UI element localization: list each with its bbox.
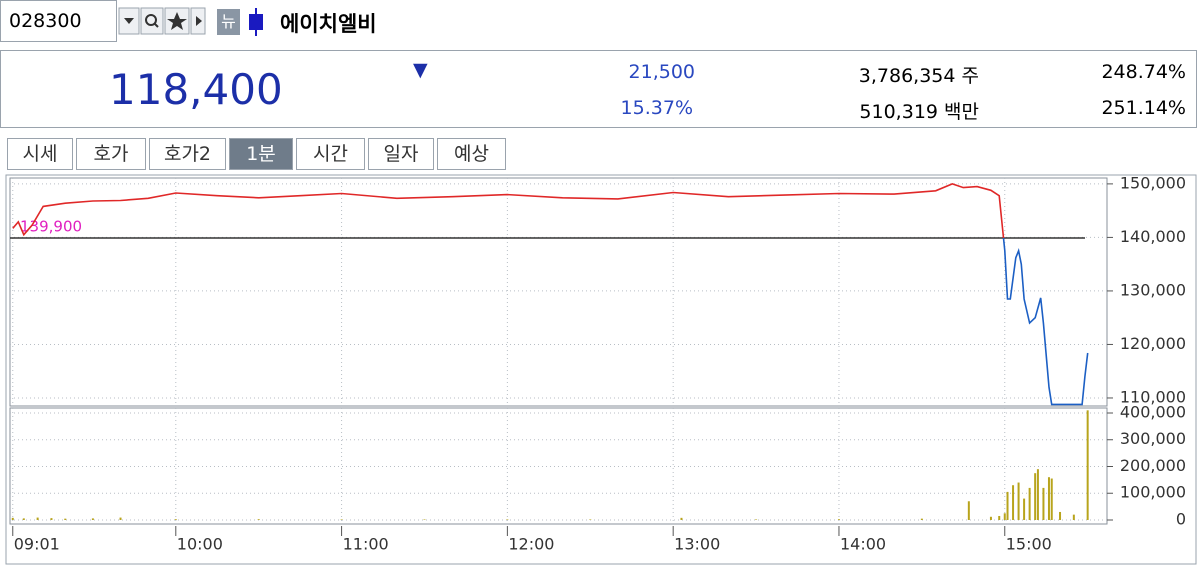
x-tick-label: 10:00 bbox=[177, 535, 223, 554]
reference-label: 139,900 bbox=[20, 217, 82, 235]
volume-bar bbox=[920, 518, 923, 520]
price-line bbox=[12, 183, 1089, 406]
volume-bar bbox=[22, 518, 25, 520]
y-tick-label: 400,000 bbox=[1120, 403, 1186, 422]
volume-bar bbox=[174, 519, 177, 520]
volume-bar bbox=[91, 518, 94, 520]
volume-bar bbox=[506, 519, 509, 520]
stock-code: 028300 bbox=[9, 10, 82, 32]
volume-bar bbox=[1006, 491, 1009, 520]
volume-bar bbox=[589, 519, 592, 520]
y-tick-label: 110,000 bbox=[1120, 387, 1186, 406]
volume-bar bbox=[1003, 513, 1006, 520]
quote-panel: 118,400 ▼ 21,500 15.37% 3,786,354 주 510,… bbox=[0, 50, 1197, 128]
change: 21,500 bbox=[628, 61, 695, 83]
y-tick-label: 120,000 bbox=[1120, 334, 1186, 353]
star-icon bbox=[167, 12, 187, 30]
price-panel bbox=[9, 177, 1108, 407]
amount: 510,319 백만 bbox=[859, 101, 979, 123]
search-icon bbox=[145, 14, 157, 26]
tab[interactable]: 일자 bbox=[368, 138, 434, 170]
volume-panel bbox=[9, 407, 1108, 525]
volume-bar bbox=[36, 517, 39, 520]
x-tick-label: 13:00 bbox=[674, 535, 720, 554]
volume-bar bbox=[11, 517, 14, 520]
direction-arrow: ▼ bbox=[413, 59, 428, 81]
chart-frame bbox=[5, 174, 1197, 565]
next-icon bbox=[196, 16, 202, 26]
volume-bar bbox=[755, 519, 758, 520]
news-badge[interactable]: 뉴 bbox=[217, 9, 240, 35]
volume-bar bbox=[1072, 514, 1075, 520]
tab[interactable]: 호가2 bbox=[149, 138, 226, 170]
y-tick-label: 100,000 bbox=[1120, 483, 1186, 502]
stock-name: 에이치엘비 bbox=[280, 12, 377, 36]
volume-bar bbox=[1042, 487, 1045, 520]
volume-bar bbox=[998, 515, 1001, 520]
volume-bar bbox=[257, 519, 260, 520]
volume-bar bbox=[119, 517, 122, 520]
y-tick-label: 200,000 bbox=[1120, 456, 1186, 475]
volume-bar bbox=[423, 519, 426, 520]
volume-bar bbox=[1028, 487, 1031, 520]
dropdown-icon bbox=[124, 18, 134, 24]
current-price: 118,400 bbox=[109, 65, 283, 114]
volume-bar bbox=[1050, 478, 1053, 520]
volume-bar bbox=[680, 517, 683, 520]
x-tick-label: 15:00 bbox=[1006, 535, 1052, 554]
volume-bar bbox=[1023, 498, 1026, 520]
turnover: 248.74% bbox=[1101, 61, 1186, 83]
x-tick-label: 09:01 bbox=[14, 535, 60, 554]
volume-bar bbox=[967, 501, 970, 520]
volume-bar bbox=[1017, 482, 1020, 520]
volume-bar bbox=[1047, 477, 1050, 520]
y-tick-label: 130,000 bbox=[1120, 280, 1186, 299]
volume-bar bbox=[1036, 469, 1039, 520]
tab[interactable]: 시간 bbox=[296, 138, 365, 170]
x-tick-label: 14:00 bbox=[840, 535, 886, 554]
volume-bar bbox=[340, 519, 343, 520]
tab[interactable]: 예상 bbox=[437, 138, 506, 170]
candle-body bbox=[249, 14, 263, 30]
volume-bar bbox=[50, 518, 53, 520]
tab[interactable]: 1분 bbox=[229, 138, 293, 170]
volume-bar bbox=[1086, 410, 1089, 520]
code-input[interactable]: 028300 bbox=[0, 0, 117, 42]
y-tick-label: 150,000 bbox=[1120, 173, 1186, 192]
volume-bar bbox=[1059, 511, 1062, 520]
volume-bar bbox=[64, 518, 67, 520]
x-tick-label: 12:00 bbox=[508, 535, 554, 554]
candle-icon bbox=[249, 8, 263, 36]
tab[interactable]: 호가 bbox=[76, 138, 146, 170]
ratio: 251.14% bbox=[1101, 97, 1186, 119]
volume-bar bbox=[1034, 473, 1037, 520]
y-tick-label: 140,000 bbox=[1120, 227, 1186, 246]
tab[interactable]: 시세 bbox=[7, 138, 73, 170]
volume: 3,786,354 주 bbox=[858, 65, 979, 87]
search-icon bbox=[153, 22, 159, 28]
volume-bar bbox=[837, 519, 840, 520]
y-tick-label: 300,000 bbox=[1120, 429, 1186, 448]
change-rate: 15.37% bbox=[620, 97, 693, 119]
toolbar-icons bbox=[118, 7, 206, 35]
volume-bar bbox=[1012, 485, 1015, 520]
volume-bar bbox=[989, 516, 992, 520]
y-tick-label: 0 bbox=[1176, 509, 1186, 528]
x-tick-label: 11:00 bbox=[343, 535, 389, 554]
search-button[interactable] bbox=[140, 7, 164, 35]
